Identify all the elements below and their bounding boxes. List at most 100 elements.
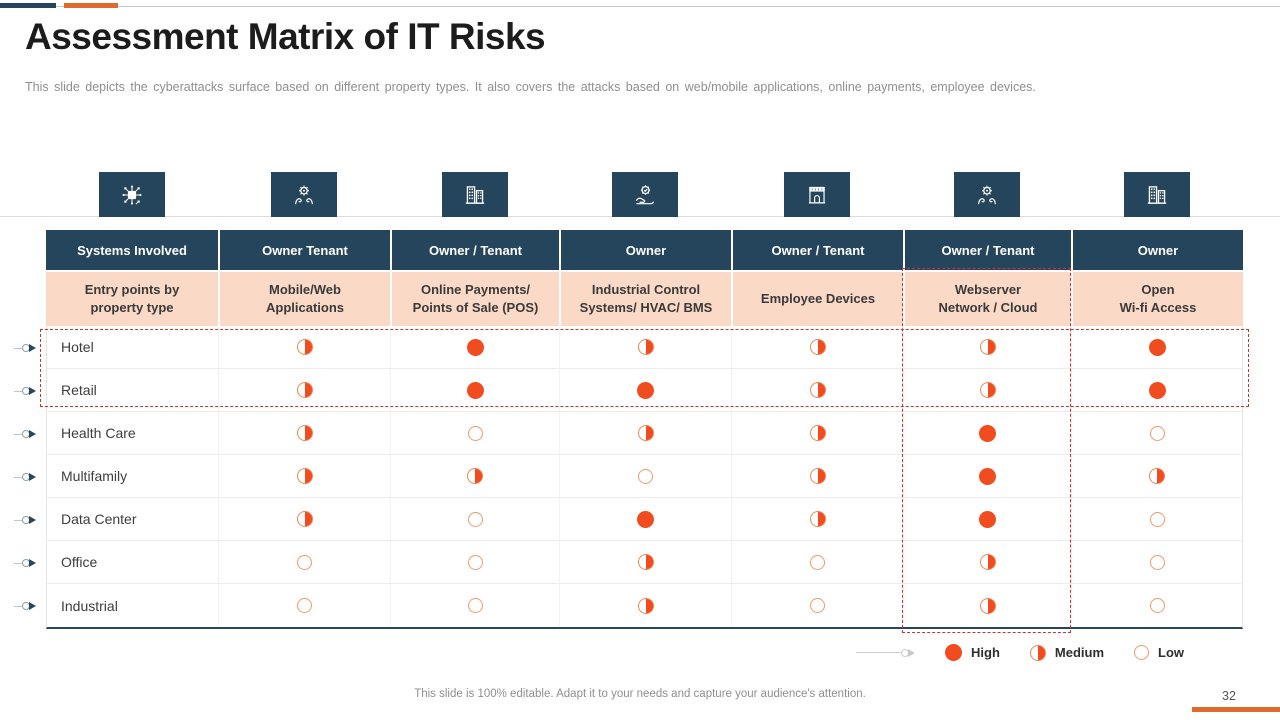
risk-cell (559, 498, 731, 540)
property-label: Multifamily (61, 468, 128, 484)
risk-cell (218, 541, 390, 583)
risk-cell (731, 455, 903, 497)
risk-cell (731, 541, 903, 583)
risk-cell (390, 412, 559, 454)
risk-cell (390, 584, 559, 627)
risk-cell (390, 541, 559, 583)
risk-cell (559, 455, 731, 497)
risk-level-ball (296, 511, 313, 527)
entry-point-header: Entry points by property type (46, 272, 218, 326)
risk-cell (218, 326, 390, 368)
office-buildings-icon (442, 172, 508, 217)
risk-level-ball (809, 382, 826, 398)
risk-cell (903, 584, 1071, 627)
risk-level-ball (809, 511, 826, 527)
risk-cell (390, 455, 559, 497)
ownership-header: Owner / Tenant (390, 230, 559, 270)
risk-cell (390, 369, 559, 411)
risk-cell (1071, 326, 1242, 368)
property-label: Health Care (61, 425, 136, 441)
property-label: Retail (61, 382, 97, 398)
top-accent-dark-bar (0, 3, 56, 8)
risk-level-ball (809, 468, 826, 484)
table-row: Health Care (47, 412, 1242, 455)
property-label: Data Center (61, 511, 137, 527)
legend-item-high: High (945, 644, 1000, 661)
risk-cell (559, 412, 731, 454)
entry-point-header: Industrial Control Systems/ HVAC/ BMS (559, 272, 731, 326)
risk-level-ball (466, 338, 484, 356)
office-buildings-icon (1124, 172, 1190, 217)
property-label: Hotel (61, 339, 94, 355)
page-title: Assessment Matrix of IT Risks (25, 16, 546, 57)
row-pointer-icon (14, 472, 36, 482)
risk-cell (1071, 541, 1242, 583)
row-pointer-icon (14, 429, 36, 439)
risk-level-ball (297, 554, 312, 570)
risk-level-ball (979, 554, 996, 570)
risk-cell (218, 412, 390, 454)
risk-level-ball (467, 554, 483, 570)
risk-level-ball (638, 468, 653, 484)
top-accent-orange-bar (64, 3, 118, 8)
risk-level-ball (1149, 554, 1165, 570)
risk-cell (731, 498, 903, 540)
ownership-header: Owner (1071, 230, 1243, 270)
risk-level-ball (979, 510, 996, 528)
risk-cell (559, 541, 731, 583)
risk-cell (559, 326, 731, 368)
entry-point-header: Webserver Network / Cloud (903, 272, 1071, 326)
risk-level-ball (637, 510, 654, 528)
slide-subtitle: This slide depicts the cyberattacks surf… (25, 80, 1036, 94)
legend-item-medium: Medium (1029, 644, 1104, 661)
matrix-body: Hotel Retail Health Care (46, 326, 1243, 629)
risk-cell (1071, 498, 1242, 540)
risk-cell (903, 369, 1071, 411)
risk-level-ball (297, 598, 312, 613)
risk-level-ball (637, 597, 654, 614)
risk-legend: High Medium Low (856, 644, 1184, 661)
table-row: Data Center (47, 498, 1242, 541)
top-divider-line (0, 6, 1280, 7)
risk-level-ball (979, 597, 996, 614)
row-pointer-icon (14, 515, 36, 525)
risk-level-ball (810, 598, 825, 613)
entry-point-header: Open Wi-fi Access (1071, 272, 1243, 326)
risk-cell (218, 584, 390, 627)
risk-level-ball (1148, 338, 1166, 356)
table-row: Hotel (47, 326, 1242, 369)
property-label: Office (61, 554, 98, 570)
medium-risk-ball-icon (1029, 644, 1046, 661)
risk-level-ball (296, 425, 313, 441)
risk-level-ball (979, 424, 996, 442)
risk-level-ball (637, 425, 654, 441)
risk-cell (1071, 455, 1242, 497)
ownership-header: Owner (559, 230, 731, 270)
risk-level-ball (1149, 598, 1165, 613)
risk-level-ball (296, 468, 313, 484)
risk-cell (1071, 369, 1242, 411)
risk-cell (903, 326, 1071, 368)
table-row: Office (47, 541, 1242, 584)
risk-cell (731, 412, 903, 454)
risk-level-ball (467, 598, 483, 613)
risk-matrix-table: Systems Involved Owner Tenant Owner / Te… (46, 230, 1243, 629)
legend-label: Low (1158, 645, 1185, 660)
legend-label: High (971, 645, 1000, 660)
risk-cell (731, 584, 903, 627)
hands-secured-gear-icon (954, 172, 1020, 217)
row-pointer-icon (14, 601, 36, 611)
risk-cell (903, 412, 1071, 454)
risk-cell (903, 455, 1071, 497)
risk-cell (390, 326, 559, 368)
risk-level-ball (979, 339, 996, 355)
risk-cell (218, 455, 390, 497)
risk-level-ball (1149, 511, 1165, 527)
ownership-header: Owner / Tenant (903, 230, 1071, 270)
hand-gear-check-icon (612, 172, 678, 217)
risk-level-ball (809, 339, 826, 355)
row-pointer-icon (14, 343, 36, 353)
risk-level-ball (637, 554, 654, 570)
table-row: Retail (47, 369, 1242, 412)
risk-level-ball (810, 554, 825, 570)
